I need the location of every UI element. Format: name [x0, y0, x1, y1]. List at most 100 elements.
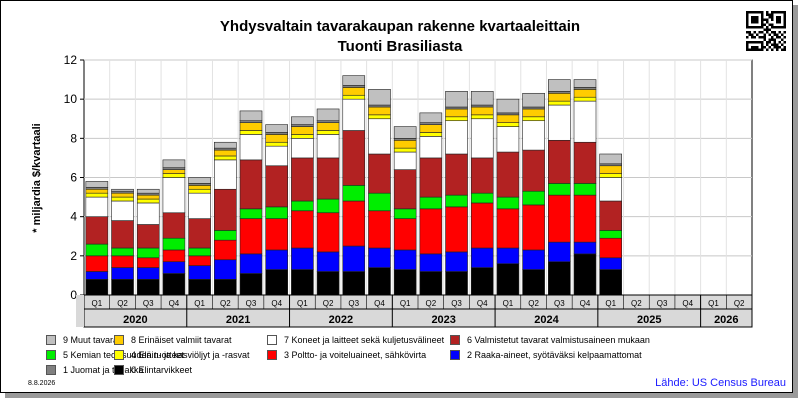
qr-module	[781, 43, 784, 46]
bar-segment	[239, 253, 263, 274]
bar-segment	[573, 79, 597, 88]
x-tick-label: Q2	[323, 299, 334, 308]
bar-segment	[239, 134, 263, 161]
x-tick-label: Q4	[580, 299, 591, 308]
bar-segment	[85, 216, 109, 245]
bar-segment	[573, 141, 597, 184]
qr-module	[766, 48, 769, 51]
bar-segment	[522, 269, 545, 296]
bar-segment	[316, 108, 340, 122]
bar-segment	[393, 249, 417, 270]
x-tick-label: Q1	[92, 299, 103, 308]
qr-module	[776, 46, 779, 49]
bar-segment	[599, 230, 622, 239]
bar-segment	[162, 261, 186, 274]
bar-segment	[522, 116, 545, 122]
bar-segment	[162, 237, 186, 251]
bar-segment	[419, 136, 443, 159]
bar-segment	[368, 118, 391, 155]
bar-segment	[265, 249, 288, 270]
qr-module	[768, 38, 771, 41]
year-label: 2025	[637, 314, 661, 326]
bar-segment	[573, 194, 597, 243]
qr-module	[746, 31, 749, 34]
bar-segment	[393, 147, 417, 153]
qr-module	[771, 43, 774, 46]
qr-module	[783, 18, 786, 21]
qr-module	[783, 16, 786, 19]
qr-module	[761, 23, 764, 26]
bar-segment	[188, 265, 211, 280]
qr-module	[763, 38, 766, 41]
qr-module	[761, 21, 764, 24]
qr-module	[771, 36, 774, 39]
qr-module	[771, 11, 774, 14]
bar-segment	[291, 126, 314, 135]
bar-segment	[342, 245, 366, 272]
qr-module	[768, 46, 771, 49]
x-tick-label: Q1	[400, 299, 411, 308]
bar-segment	[136, 198, 160, 204]
bar-segment	[136, 202, 160, 225]
bar-segment	[419, 271, 443, 296]
bar-segment	[188, 279, 211, 296]
bar-segment	[419, 196, 443, 210]
qr-module	[753, 26, 756, 29]
qr-module	[771, 18, 774, 21]
bar-segment	[470, 157, 494, 194]
bar-segment	[522, 204, 545, 251]
y-axis-label: * miljardia $/kvartaali	[31, 123, 43, 232]
bar-segment	[111, 279, 134, 296]
qr-module	[763, 18, 766, 21]
qr-module	[751, 36, 754, 39]
bar-segment	[291, 116, 314, 125]
qr-module	[746, 26, 749, 29]
bar-segment	[445, 153, 468, 196]
qr-module	[776, 21, 779, 24]
qr-module	[753, 16, 756, 19]
bar-segment	[162, 177, 186, 214]
qr-module	[768, 28, 771, 31]
qr-module	[778, 16, 781, 19]
bar-segment	[599, 153, 622, 165]
bar-segment	[496, 122, 520, 127]
qr-module	[761, 16, 764, 19]
bar-segment	[316, 271, 340, 296]
bar-segment	[496, 247, 520, 264]
bar-segment	[496, 196, 520, 210]
qr-module	[771, 31, 774, 34]
bar-segment	[419, 124, 443, 133]
qr-module	[763, 33, 766, 36]
qr-module	[748, 11, 751, 14]
year-label: 2020	[123, 314, 147, 326]
x-tick-label: Q3	[246, 299, 257, 308]
qr-module	[761, 31, 764, 34]
qr-module	[758, 11, 761, 14]
x-tick-label: Q1	[297, 299, 308, 308]
qr-module	[768, 41, 771, 44]
bar-segment	[496, 263, 520, 296]
chart-title: Yhdysvaltain tavarakaupan rakenne kvarta…	[219, 18, 581, 35]
bar-segment	[393, 126, 417, 139]
qr-module	[746, 11, 749, 14]
qr-module	[778, 21, 781, 24]
bar-segment	[239, 110, 263, 122]
legend-swatch	[114, 335, 124, 345]
bar-segment	[548, 261, 571, 296]
bar-segment	[316, 122, 340, 131]
qr-module	[776, 33, 779, 36]
x-tick-label: Q2	[734, 299, 745, 308]
qr-module	[776, 11, 779, 14]
qr-module	[778, 31, 781, 34]
bar-segment	[496, 151, 520, 198]
bar-segment	[368, 267, 391, 296]
bar-segment	[265, 206, 288, 219]
qr-module	[771, 13, 774, 16]
y-tick-label: 10	[64, 92, 78, 106]
bar-segment	[265, 145, 288, 167]
qr-module	[746, 13, 749, 16]
bar-segment	[445, 116, 468, 122]
source-note: Lähde: US Census Bureau	[655, 377, 786, 389]
qr-module	[778, 46, 781, 49]
qr-module	[776, 26, 779, 29]
